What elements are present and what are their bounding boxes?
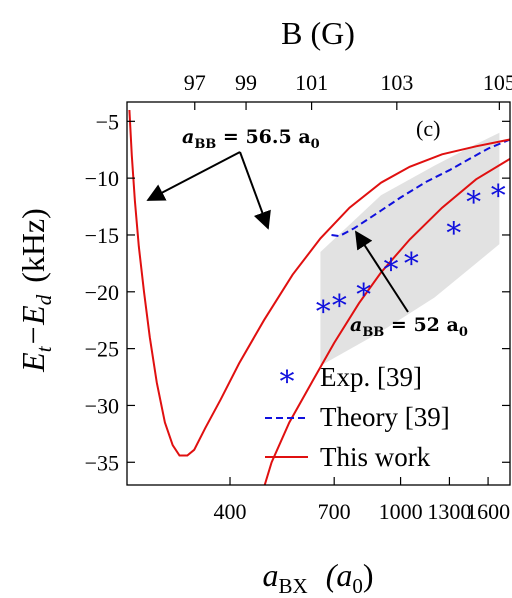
y-tick-label-5: −25 bbox=[85, 337, 119, 362]
y-tick-label-4: −20 bbox=[85, 280, 119, 305]
annotation-abb-56-5: aBB = 56.5 a0 bbox=[182, 126, 320, 152]
y-title-sub-t: t bbox=[32, 345, 56, 352]
annotation-2-rest: = 52 a bbox=[384, 314, 459, 336]
y-tick-label-1: −5 bbox=[96, 109, 119, 134]
experiment-point-1: * bbox=[316, 295, 331, 330]
x-tick-label-3: 1000 bbox=[379, 499, 423, 524]
y-tick-label-3: −15 bbox=[85, 223, 119, 248]
annotation-2-sub2: 0 bbox=[459, 325, 468, 340]
x-title-unit-close: ) bbox=[363, 557, 374, 593]
annotation-abb-52: aBB = 52 a0 bbox=[350, 314, 468, 340]
experiment-point-4: * bbox=[384, 253, 399, 288]
y-tick-label-6: −30 bbox=[85, 393, 119, 418]
annotation-1-arrow-left bbox=[146, 151, 241, 201]
x-tick-label-1: 400 bbox=[214, 499, 247, 524]
experiment-point-5: * bbox=[404, 247, 419, 282]
experiment-point-6: * bbox=[446, 216, 461, 251]
top-tick-label-2: 99 bbox=[235, 70, 257, 95]
x-title-sub: BX bbox=[279, 574, 308, 598]
y-title-minus-e: −E bbox=[15, 305, 51, 347]
experiment-point-3: * bbox=[356, 278, 371, 313]
legend-star-icon: * bbox=[280, 365, 295, 400]
y-title-sub-d: d bbox=[32, 294, 56, 305]
experiment-point-2: * bbox=[332, 289, 347, 324]
plot-frame bbox=[126, 101, 511, 486]
x-title-unit-sub: 0 bbox=[352, 574, 363, 598]
x-title-a: a bbox=[263, 557, 279, 593]
y-title-unit: (kHz) bbox=[15, 208, 51, 283]
x-axis-title: aBX (a0) bbox=[263, 557, 374, 598]
x-tick-label-5: 1600 bbox=[466, 499, 510, 524]
legend-label-this-work: This work bbox=[320, 442, 431, 472]
top-tick-label-5: 105 bbox=[483, 70, 512, 95]
experiment-point-8: * bbox=[491, 179, 506, 214]
panel-label: (c) bbox=[416, 116, 440, 141]
top-tick-label-1: 97 bbox=[184, 70, 206, 95]
curves-layer bbox=[128, 109, 510, 485]
y-title-e: E bbox=[15, 352, 51, 373]
y-tick-label-2: −10 bbox=[85, 166, 119, 191]
y-tick-label-7: −35 bbox=[85, 450, 119, 475]
annotation-1-sub: BB bbox=[194, 137, 216, 152]
top-axis-title: B (G) bbox=[281, 15, 355, 51]
annotation-1-symbol: a bbox=[182, 126, 194, 148]
y-axis-title: Et−Ed (kHz) bbox=[15, 208, 56, 373]
annotation-2-symbol: a bbox=[350, 314, 362, 336]
annotation-1-sub2: 0 bbox=[311, 137, 320, 152]
annotation-2-arrow bbox=[355, 230, 409, 313]
annotation-1-arrow-right bbox=[239, 151, 271, 230]
top-tick-label-4: 103 bbox=[380, 70, 413, 95]
top-tick-label-3: 101 bbox=[295, 70, 328, 95]
uncertainty-band bbox=[320, 132, 500, 366]
x-tick-label-2: 700 bbox=[318, 499, 351, 524]
theory-curve bbox=[331, 138, 510, 238]
experiment-point-7: * bbox=[466, 186, 481, 221]
annotation-2-sub: BB bbox=[362, 325, 384, 340]
experiment-markers-layer: * * ** *** * bbox=[316, 179, 506, 330]
uncertainty-band-layer bbox=[320, 132, 500, 366]
this-work-curve-2 bbox=[263, 157, 510, 485]
x-title-unit: (a bbox=[326, 557, 353, 593]
annotation-1-rest: = 56.5 a bbox=[216, 126, 310, 148]
legend-label-theory: Theory [39] bbox=[320, 402, 450, 432]
x-tick-label-4: 1300 bbox=[427, 499, 471, 524]
legend: * Exp. [39] Theory [39] This work bbox=[265, 362, 450, 472]
this-work-curve-1 bbox=[128, 109, 510, 457]
legend-label-experiment: Exp. [39] bbox=[320, 362, 422, 392]
